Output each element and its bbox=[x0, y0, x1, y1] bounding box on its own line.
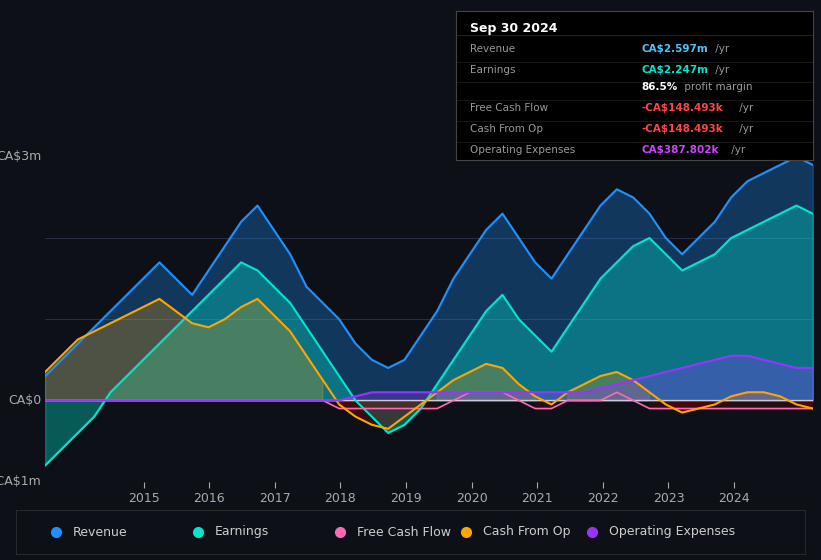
Text: CA$2.597m: CA$2.597m bbox=[641, 44, 709, 54]
Text: Earnings: Earnings bbox=[215, 525, 269, 539]
Text: -CA$148.493k: -CA$148.493k bbox=[641, 124, 723, 134]
Text: Earnings: Earnings bbox=[470, 64, 516, 74]
Text: /yr: /yr bbox=[712, 64, 729, 74]
Text: CA$387.802k: CA$387.802k bbox=[641, 145, 719, 155]
Text: Cash From Op: Cash From Op bbox=[470, 124, 543, 134]
Text: Free Cash Flow: Free Cash Flow bbox=[357, 525, 451, 539]
Text: /yr: /yr bbox=[736, 124, 753, 134]
Text: /yr: /yr bbox=[727, 145, 745, 155]
Text: Cash From Op: Cash From Op bbox=[483, 525, 571, 539]
Text: Revenue: Revenue bbox=[73, 525, 128, 539]
Text: CA$2.247m: CA$2.247m bbox=[641, 64, 709, 74]
Text: Operating Expenses: Operating Expenses bbox=[470, 145, 576, 155]
Text: Free Cash Flow: Free Cash Flow bbox=[470, 103, 548, 113]
Text: 86.5%: 86.5% bbox=[641, 82, 677, 92]
Text: -CA$148.493k: -CA$148.493k bbox=[641, 103, 723, 113]
Text: /yr: /yr bbox=[712, 44, 729, 54]
Text: profit margin: profit margin bbox=[681, 82, 752, 92]
Text: Operating Expenses: Operating Expenses bbox=[609, 525, 736, 539]
Text: CA$3m: CA$3m bbox=[0, 150, 41, 164]
Text: Revenue: Revenue bbox=[470, 44, 515, 54]
Text: CA$0: CA$0 bbox=[8, 394, 41, 407]
Text: -CA$1m: -CA$1m bbox=[0, 475, 41, 488]
Text: Sep 30 2024: Sep 30 2024 bbox=[470, 22, 557, 35]
Text: /yr: /yr bbox=[736, 103, 753, 113]
